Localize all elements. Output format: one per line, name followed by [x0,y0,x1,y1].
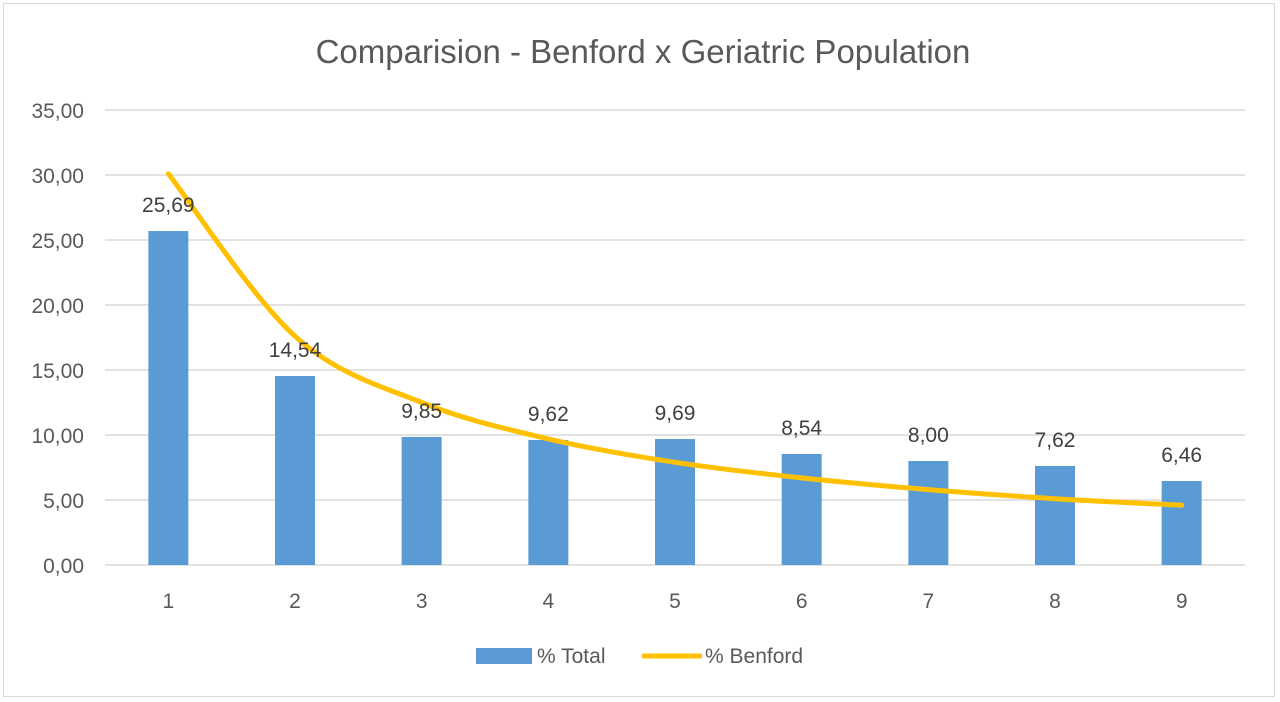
chart-frame [3,3,1275,697]
data-label: 14,54 [269,339,322,362]
legend-label-benford: % Benford [705,645,803,668]
x-tick-label: 2 [289,590,301,613]
bar [401,436,442,565]
data-label: 9,69 [655,402,696,425]
data-label: 25,69 [142,194,195,217]
x-tick-label: 3 [416,590,428,613]
data-label: 7,62 [1035,429,1076,452]
data-label: 8,54 [781,417,822,440]
y-tick-label: 25,00 [31,230,84,253]
chart-title: Comparision - Benford x Geriatric Popula… [316,33,971,70]
x-axis-ticks: 1 2 3 4 5 6 7 8 9 [162,590,1187,613]
x-tick-label: 4 [542,590,554,613]
legend: % Total % Benford [476,645,803,668]
line-series [165,171,1185,508]
data-label: 9,85 [401,400,442,423]
bar [908,461,949,565]
x-tick-label: 5 [669,590,681,613]
y-tick-label: 15,00 [31,360,84,383]
y-tick-label: 0,00 [43,555,84,578]
x-tick-label: 9 [1176,590,1188,613]
x-tick-label: 8 [1049,590,1061,613]
y-tick-label: 10,00 [31,425,84,448]
legend-swatch-total [476,648,532,664]
bar [275,375,315,565]
bar [528,439,569,565]
y-tick-label: 20,00 [31,295,84,318]
bar [1161,481,1202,565]
bar [1035,465,1075,565]
y-tick-label: 35,00 [31,100,84,123]
bar [148,231,189,565]
bar [781,453,822,565]
data-labels: 25,69 14,54 9,85 9,62 9,69 8,54 8,00 7,62 6,46 [142,194,1202,467]
x-tick-label: 1 [162,590,174,613]
benford-line [165,171,1185,508]
y-tick-label: 5,00 [43,490,84,513]
y-tick-label: 30,00 [31,165,84,188]
data-label: 6,46 [1161,444,1202,467]
bar-series [148,231,1202,565]
x-tick-label: 7 [922,590,934,613]
data-label: 8,00 [908,424,949,447]
data-label: 9,62 [528,403,569,426]
x-tick-label: 6 [796,590,808,613]
y-axis-ticks: 0,00 5,00 10,00 15,00 20,00 25,00 30,00 35,00 [31,100,84,578]
legend-label-total: % Total [537,645,606,668]
